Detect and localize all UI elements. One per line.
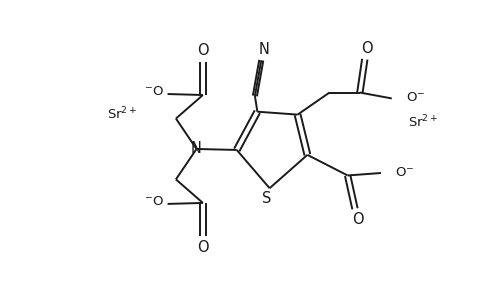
Text: O: O (352, 212, 364, 227)
Text: O$^{-}$: O$^{-}$ (394, 165, 414, 178)
Text: O: O (197, 240, 208, 255)
Text: O: O (362, 41, 373, 56)
Text: S: S (262, 191, 272, 206)
Text: O: O (197, 43, 208, 58)
Text: N: N (258, 42, 269, 57)
Text: $^{-}$O: $^{-}$O (144, 85, 164, 98)
Text: Sr$^{2+}$: Sr$^{2+}$ (107, 105, 138, 122)
Text: Sr$^{2+}$: Sr$^{2+}$ (408, 114, 439, 130)
Text: N: N (191, 142, 202, 156)
Text: $^{-}$O: $^{-}$O (144, 195, 164, 208)
Text: O$^{-}$: O$^{-}$ (406, 91, 426, 104)
